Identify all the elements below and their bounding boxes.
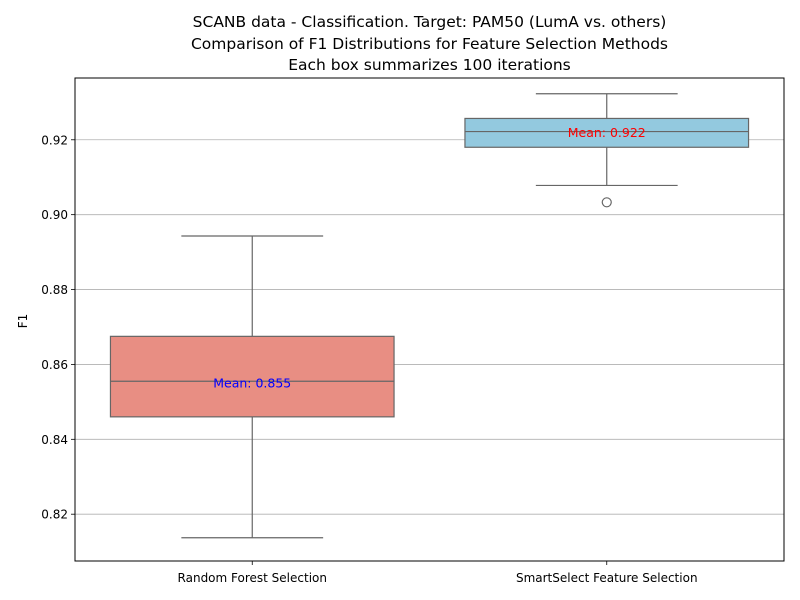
y-tick-label: 0.90 — [41, 208, 68, 222]
mean-label: Mean: 0.922 — [568, 125, 646, 140]
y-tick-label: 0.88 — [41, 283, 68, 297]
chart-title-line-1: SCANB data - Classification. Target: PAM… — [192, 13, 667, 31]
y-tick-label: 0.82 — [41, 508, 68, 522]
y-tick-label: 0.86 — [41, 358, 68, 372]
y-axis-label: F1 — [16, 314, 30, 329]
x-tick-label: Random Forest Selection — [178, 571, 327, 585]
box-iqr — [464, 117, 750, 148]
plot-area-frame — [74, 77, 785, 562]
y-tick-label: 0.84 — [41, 433, 68, 447]
y-tick-label: 0.92 — [41, 133, 68, 147]
chart-title-line-3: Each box summarizes 100 iterations — [288, 56, 571, 74]
box-iqr — [109, 335, 395, 418]
x-tick-label: SmartSelect Feature Selection — [516, 571, 698, 585]
chart-title-line-2: Comparison of F1 Distributions for Featu… — [190, 35, 669, 53]
boxes: Mean: 0.855 Mean: 0.922 — [109, 93, 750, 539]
outlier-point — [601, 197, 612, 208]
grid-lines — [75, 139, 784, 515]
mean-label: Mean: 0.855 — [213, 376, 291, 391]
axis-ticks: 0.82 0.84 0.86 0.88 0.90 0.92 Random Forest Se… — [41, 133, 697, 585]
